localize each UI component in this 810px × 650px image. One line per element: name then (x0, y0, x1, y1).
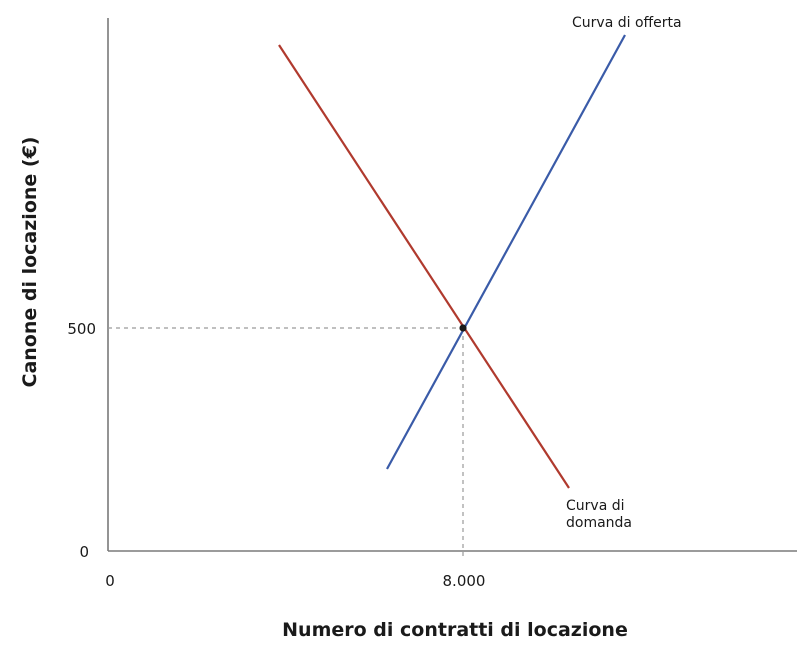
equilibrium-point (459, 324, 467, 332)
supply-curve-label: Curva di offerta (572, 15, 682, 31)
x-tick-8000: 8.000 (443, 572, 486, 590)
x-tick-0: 0 (105, 572, 115, 590)
y-axis-title: Canone di locazione (€) (19, 137, 41, 388)
x-axis-title: Numero di contratti di locazione (282, 619, 628, 641)
y-tick-0: 0 (79, 543, 89, 561)
supply-curve (386, 34, 626, 470)
demand-curve (278, 44, 570, 489)
y-tick-500: 500 (67, 320, 96, 338)
demand-curve-label-line1: Curva di (566, 498, 625, 514)
demand-curve-label-line2: domanda (566, 515, 632, 531)
